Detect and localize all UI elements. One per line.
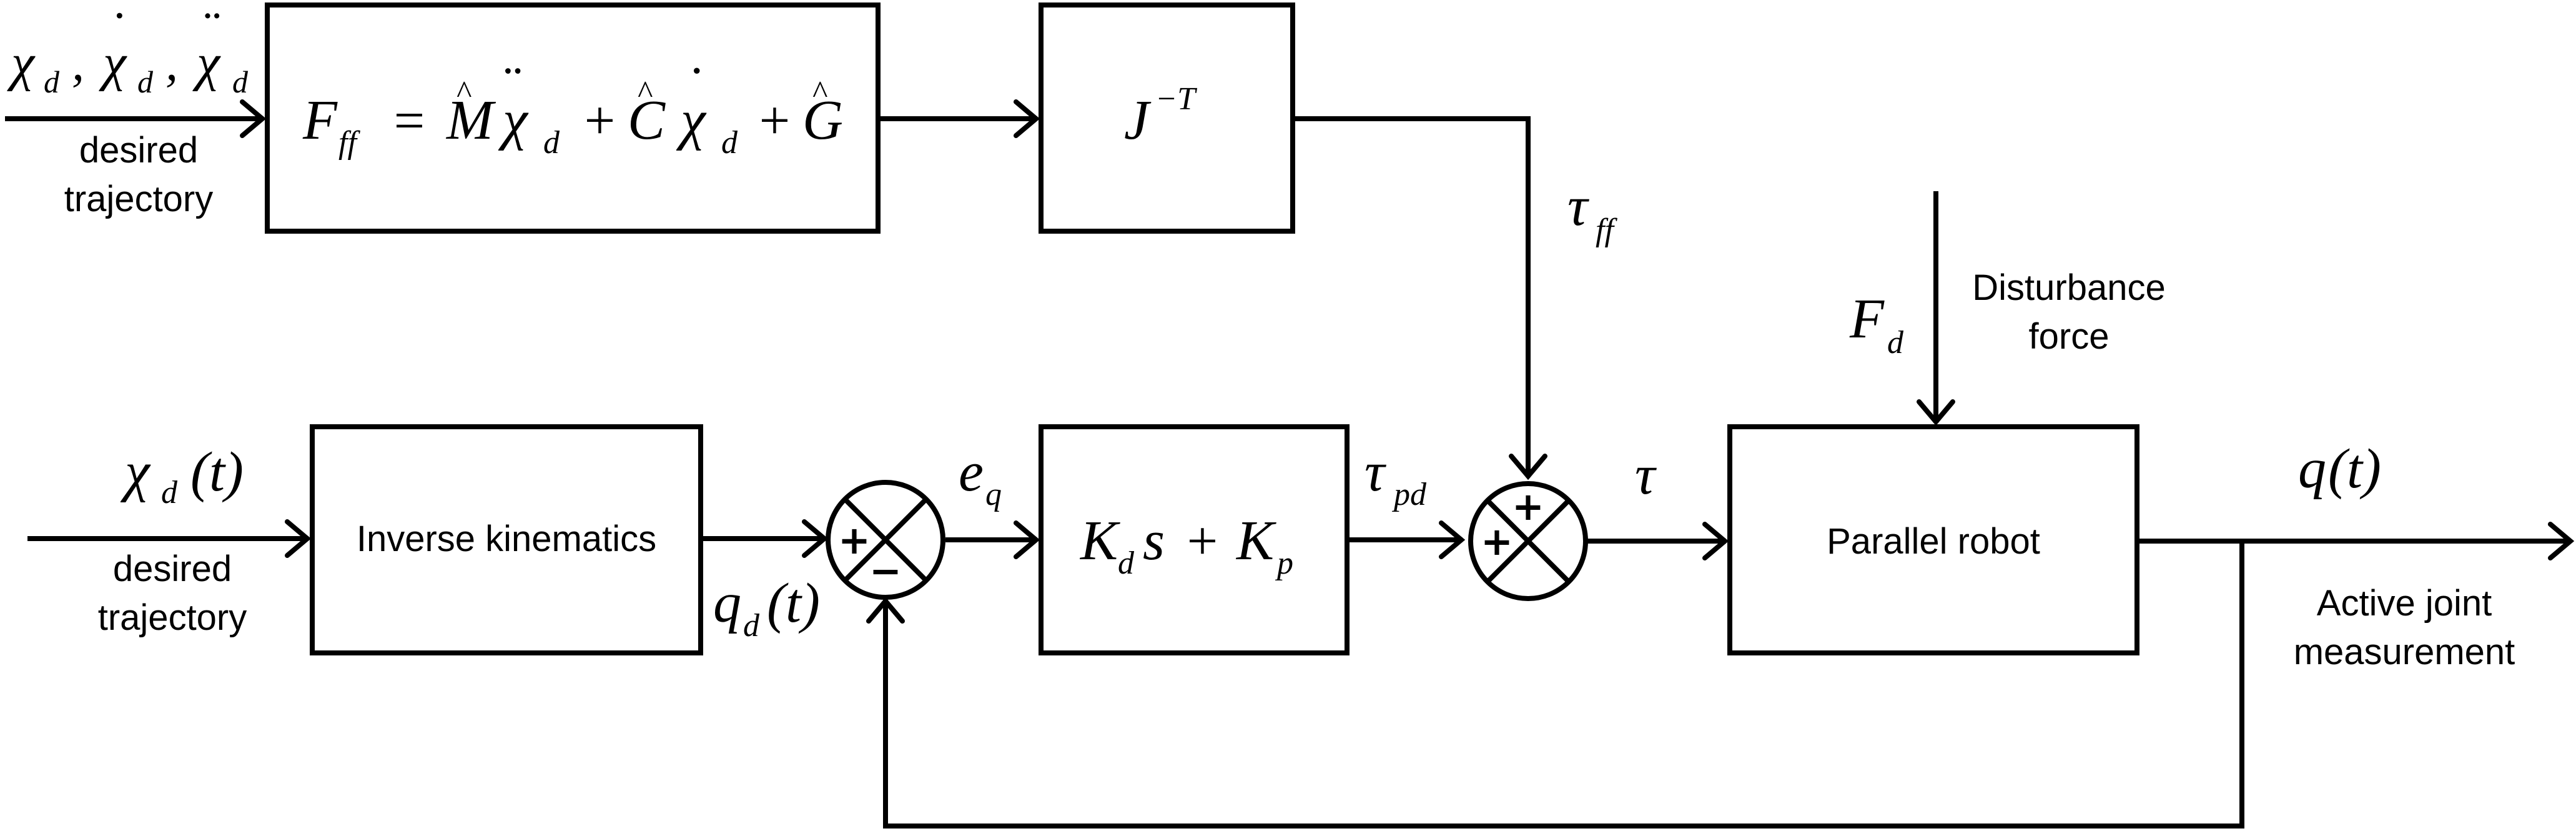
svg-text:M: M <box>445 89 496 151</box>
jacobian-label: J −T <box>1124 81 1197 151</box>
output-arrowhead <box>2548 522 2575 560</box>
torque-summing-junction: + + <box>1468 481 1588 601</box>
svg-text:^: ^ <box>637 75 653 111</box>
svg-text:χ: χ <box>7 34 36 92</box>
qd-arrowhead <box>802 519 829 558</box>
svg-text:+: + <box>581 91 618 151</box>
svg-text:p: p <box>1275 545 1293 581</box>
svg-text:q: q <box>985 477 1002 512</box>
svg-text:τ: τ <box>1364 441 1386 503</box>
svg-text:s: s <box>1143 510 1165 572</box>
svg-text:d: d <box>137 64 154 99</box>
svg-text:G: G <box>802 89 843 151</box>
bottom-input-label-line1: desired <box>113 549 232 589</box>
svg-text:e: e <box>959 441 984 503</box>
svg-text:+: + <box>756 91 792 151</box>
svg-text:ff: ff <box>1596 212 1617 248</box>
parallel-robot-label: Parallel robot <box>1827 521 2040 562</box>
error-sum-minus-sign: − <box>869 548 902 594</box>
svg-text:(t): (t) <box>767 572 820 634</box>
svg-text:τ: τ <box>1567 176 1589 237</box>
svg-text:q: q <box>2298 438 2326 500</box>
disturbance-arrowhead <box>1917 399 1955 426</box>
svg-text:(t): (t) <box>2328 438 2381 500</box>
disturbance-label-line2: force <box>2029 316 2110 357</box>
svg-text:,: , <box>165 36 178 91</box>
error-sum-plus-sign: + <box>838 517 871 563</box>
tau-label: τ <box>1635 444 1657 506</box>
svg-text:=: = <box>390 91 427 151</box>
svg-text:χ: χ <box>676 89 707 151</box>
svg-text:q: q <box>713 572 741 634</box>
torque-sum-top-plus-sign: + <box>1512 484 1544 529</box>
feedforward-equation: F ff = ^ M ¨ χ d + ^ C ˙ χ d + ^ G <box>302 56 843 161</box>
svg-text:d: d <box>743 608 760 644</box>
svg-text:F: F <box>302 89 338 151</box>
svg-text:^: ^ <box>812 75 827 111</box>
svg-text:+: + <box>1183 511 1220 572</box>
top-input-label-line2: trajectory <box>64 179 214 219</box>
svg-text:F: F <box>1849 288 1885 350</box>
svg-text:,: , <box>72 36 84 91</box>
eq-arrowhead <box>1014 520 1040 559</box>
top-input-arrowhead <box>240 99 267 138</box>
output-label-line1: Active joint <box>2317 583 2492 624</box>
tau-pd-label: τ pd <box>1364 441 1427 512</box>
disturbance-label-line1: Disturbance <box>1972 267 2165 308</box>
fd-label: F d <box>1849 288 1904 361</box>
svg-text:d: d <box>44 64 60 99</box>
error-summing-junction: + − <box>826 480 945 600</box>
tau-ff-line <box>1290 116 1531 477</box>
svg-text:K: K <box>1079 510 1120 572</box>
feedforward-block <box>265 2 881 234</box>
svg-text:pd: pd <box>1391 477 1427 512</box>
inverse-kinematics-block <box>310 424 703 655</box>
svg-text:−T: −T <box>1155 81 1197 117</box>
svg-text:^: ^ <box>456 75 471 111</box>
svg-text:C: C <box>628 89 666 151</box>
top-input-label-line1: desired <box>79 130 198 171</box>
feedback-line <box>883 539 2244 829</box>
svg-text:˙: ˙ <box>684 56 703 117</box>
tau-ff-label: τ ff <box>1567 176 1617 248</box>
svg-text:d: d <box>543 125 560 161</box>
pd-controller-equation: K d s + K p <box>1079 510 1293 581</box>
svg-text:χ: χ <box>99 34 127 92</box>
top-input-symbols: χ d , ˙ χ d , ¨ χ d <box>7 1 249 99</box>
feedback-arrowhead <box>866 597 905 624</box>
jacobian-block <box>1039 2 1295 234</box>
svg-text:˙: ˙ <box>107 1 125 59</box>
svg-text:¨: ¨ <box>500 56 521 117</box>
output-label-line2: measurement <box>2294 632 2515 672</box>
svg-text:d: d <box>161 475 178 510</box>
q-output-label: q (t) <box>2298 438 2381 500</box>
pd-controller-block <box>1039 424 1350 655</box>
svg-text:d: d <box>1118 545 1135 581</box>
qd-label: q d (t) <box>713 572 820 644</box>
svg-text:d: d <box>232 64 249 99</box>
inverse-kinematics-label: Inverse kinematics <box>357 519 656 559</box>
svg-text:d: d <box>721 125 738 161</box>
bottom-input-label-line2: trajectory <box>98 597 247 638</box>
svg-text:d: d <box>1887 325 1904 361</box>
eq-label: e q <box>959 441 1002 512</box>
tau-pd-arrowhead <box>1439 520 1466 559</box>
svg-text:χ: χ <box>120 441 151 503</box>
bottom-input-arrowhead <box>285 519 312 558</box>
svg-text:χ: χ <box>192 34 221 92</box>
svg-text:(t): (t) <box>190 441 244 503</box>
svg-text:K: K <box>1235 510 1276 572</box>
svg-text:J: J <box>1124 89 1152 151</box>
ff-to-jacobian-arrowhead <box>1014 99 1040 138</box>
bottom-input-symbol: χ d (t) <box>120 441 244 510</box>
torque-sum-left-plus-sign: + <box>1481 519 1513 564</box>
svg-text:¨: ¨ <box>200 1 220 59</box>
tau-ff-arrowhead <box>1509 454 1547 480</box>
tau-arrowhead <box>1702 522 1729 560</box>
svg-text:χ: χ <box>498 89 529 151</box>
